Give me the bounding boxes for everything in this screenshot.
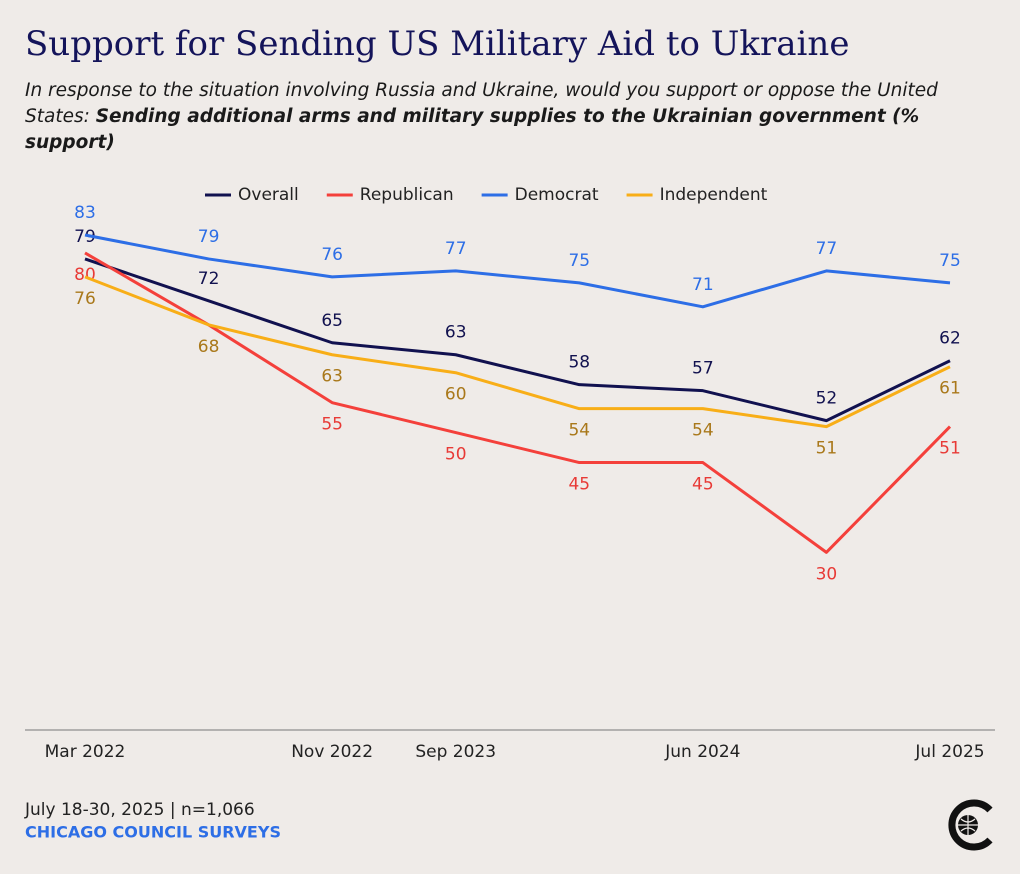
data-label: 62 bbox=[939, 329, 961, 349]
data-label: 45 bbox=[692, 475, 714, 495]
data-label: 55 bbox=[321, 415, 343, 435]
series-line bbox=[84, 233, 951, 309]
subtitle-bold: Sending additional arms and military sup… bbox=[25, 106, 920, 153]
x-tick-label: Nov 2022 bbox=[291, 742, 373, 762]
data-label: 79 bbox=[74, 227, 96, 247]
data-label: 57 bbox=[692, 359, 714, 379]
data-label: 79 bbox=[198, 227, 220, 247]
x-tick-label: Sep 2023 bbox=[415, 742, 496, 762]
legend-label: Independent bbox=[660, 185, 768, 205]
data-label: 61 bbox=[939, 379, 961, 399]
x-tick-label: Jun 2024 bbox=[664, 742, 740, 762]
data-label: 30 bbox=[816, 564, 838, 584]
x-tick-label: Mar 2022 bbox=[45, 742, 126, 762]
subtitle-box: In response to the situation involving R… bbox=[25, 78, 985, 156]
source: July 18-30, 2025 | n=1,066 bbox=[24, 800, 255, 820]
series-line bbox=[84, 257, 951, 423]
series-line bbox=[84, 251, 952, 554]
chart-title: Support for Sending US Military Aid to U… bbox=[25, 24, 849, 64]
data-label: 76 bbox=[74, 289, 96, 309]
data-label: 65 bbox=[321, 311, 343, 331]
data-label: 63 bbox=[445, 323, 467, 343]
data-label: 58 bbox=[568, 353, 590, 373]
data-label: 51 bbox=[816, 439, 838, 459]
data-label: 68 bbox=[198, 337, 220, 357]
logo bbox=[948, 799, 993, 851]
data-label: 71 bbox=[692, 275, 714, 295]
legend-label: Republican bbox=[360, 185, 454, 205]
data-label: 75 bbox=[939, 251, 961, 271]
data-label: 83 bbox=[74, 203, 96, 223]
legend-label: Overall bbox=[238, 185, 299, 205]
data-label: 54 bbox=[568, 421, 590, 441]
data-label: 75 bbox=[568, 251, 590, 271]
subtitle-lead: In response to the situation involving R… bbox=[25, 80, 938, 127]
publisher: CHICAGO COUNCIL SURVEYS bbox=[25, 823, 281, 842]
data-label: 51 bbox=[939, 439, 961, 459]
data-label: 60 bbox=[445, 385, 467, 405]
data-label: 76 bbox=[321, 245, 343, 265]
data-label: 50 bbox=[445, 445, 467, 465]
data-label: 77 bbox=[816, 239, 838, 259]
data-label: 80 bbox=[74, 265, 96, 285]
data-label: 72 bbox=[198, 269, 220, 289]
legend-label: Democrat bbox=[515, 185, 599, 205]
data-label: 54 bbox=[692, 421, 714, 441]
data-label: 52 bbox=[816, 389, 838, 409]
data-label: 77 bbox=[445, 239, 467, 259]
data-label: 63 bbox=[321, 367, 343, 387]
data-label: 45 bbox=[568, 475, 590, 495]
subtitle: In response to the situation involving R… bbox=[25, 78, 985, 156]
series-line bbox=[84, 275, 951, 429]
x-tick-label: Jul 2025 bbox=[914, 742, 984, 762]
